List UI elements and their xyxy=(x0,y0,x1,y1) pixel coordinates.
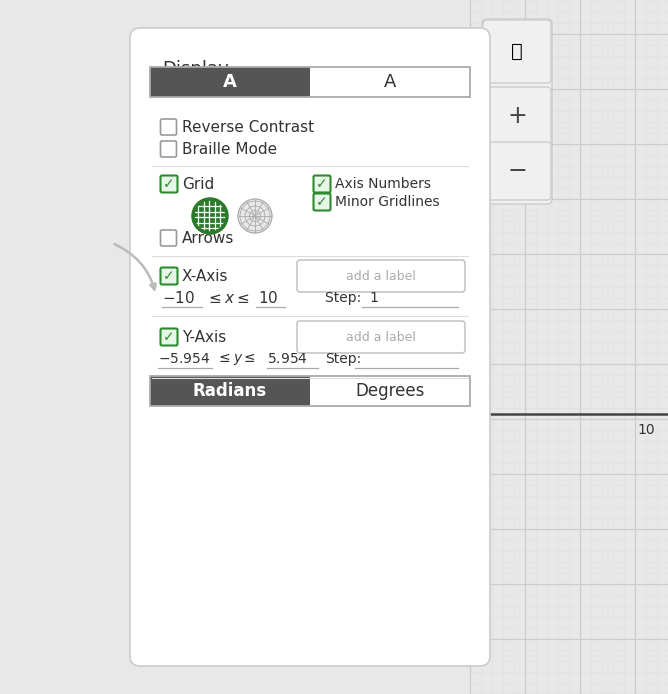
FancyBboxPatch shape xyxy=(297,321,465,353)
Text: Minor Gridlines: Minor Gridlines xyxy=(335,195,440,209)
Bar xyxy=(310,376,470,406)
FancyBboxPatch shape xyxy=(313,176,331,192)
Text: ✓: ✓ xyxy=(316,195,328,209)
FancyBboxPatch shape xyxy=(160,141,176,157)
Text: $\leq y \leq$: $\leq y \leq$ xyxy=(216,351,256,367)
Bar xyxy=(310,67,470,97)
FancyBboxPatch shape xyxy=(160,267,178,285)
Text: Arrows: Arrows xyxy=(182,230,234,246)
Bar xyxy=(150,376,310,406)
Text: Degrees: Degrees xyxy=(355,382,425,400)
Bar xyxy=(150,376,470,406)
Text: 10: 10 xyxy=(637,423,655,437)
Text: Radians: Radians xyxy=(193,382,267,400)
Text: add a label: add a label xyxy=(346,269,416,282)
Text: Step:  1: Step: 1 xyxy=(325,291,379,305)
Text: Grid: Grid xyxy=(182,176,214,192)
Text: Step:: Step: xyxy=(325,352,361,366)
Text: 🔧: 🔧 xyxy=(511,42,523,61)
Text: ✓: ✓ xyxy=(316,177,328,191)
Text: add a label: add a label xyxy=(346,330,416,344)
FancyBboxPatch shape xyxy=(483,142,551,200)
Bar xyxy=(150,67,470,97)
Text: Axis Numbers: Axis Numbers xyxy=(335,177,431,191)
Text: $5.954$: $5.954$ xyxy=(267,352,308,366)
Text: Reverse Contrast: Reverse Contrast xyxy=(182,119,314,135)
Text: −: − xyxy=(507,159,527,183)
FancyBboxPatch shape xyxy=(297,260,465,292)
Text: A: A xyxy=(223,73,237,91)
FancyBboxPatch shape xyxy=(160,328,178,346)
FancyBboxPatch shape xyxy=(483,20,551,83)
FancyBboxPatch shape xyxy=(160,119,176,135)
FancyBboxPatch shape xyxy=(482,19,552,204)
Text: Braille Mode: Braille Mode xyxy=(182,142,277,157)
Circle shape xyxy=(193,199,227,233)
Circle shape xyxy=(238,199,272,233)
Text: Y-Axis: Y-Axis xyxy=(182,330,226,344)
FancyBboxPatch shape xyxy=(160,230,176,246)
Text: Display: Display xyxy=(162,60,228,78)
FancyBboxPatch shape xyxy=(313,194,331,210)
Text: ✓: ✓ xyxy=(163,177,175,191)
Text: +: + xyxy=(507,104,527,128)
Text: A: A xyxy=(384,73,396,91)
Text: ✓: ✓ xyxy=(163,269,175,283)
FancyBboxPatch shape xyxy=(130,28,490,666)
Text: $\leq x \leq$: $\leq x \leq$ xyxy=(206,291,250,305)
Text: $10$: $10$ xyxy=(258,290,279,306)
Text: $-5.954$: $-5.954$ xyxy=(158,352,210,366)
Text: ✓: ✓ xyxy=(163,330,175,344)
Text: X-Axis: X-Axis xyxy=(182,269,228,284)
FancyBboxPatch shape xyxy=(160,176,178,192)
FancyBboxPatch shape xyxy=(483,87,551,145)
Text: $-10$: $-10$ xyxy=(162,290,195,306)
Bar xyxy=(150,67,310,97)
